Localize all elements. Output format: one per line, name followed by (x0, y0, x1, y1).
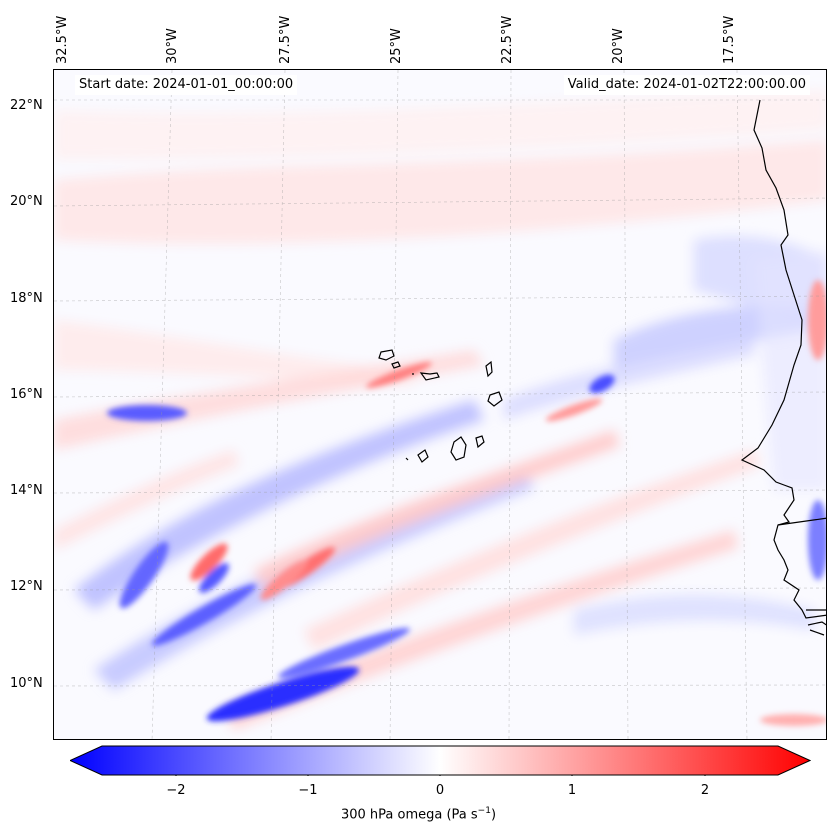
lat-label-16n: 16°N (10, 387, 43, 402)
lon-label-22-5w: 22.5°W (500, 15, 515, 64)
colorbar-tick-0: 0 (435, 783, 445, 798)
lon-label-27-5w: 27.5°W (278, 15, 293, 64)
lat-label-20n: 20°N (10, 194, 43, 209)
lon-label-20w: 20°W (611, 28, 626, 64)
lon-label-17-5w: 17.5°W (722, 15, 737, 64)
lon-label-25w: 25°W (389, 28, 404, 64)
start-date-label: Start date: 2024-01-01_00:00:00 (75, 75, 298, 95)
colorbar-label-exponent: −1 (477, 806, 491, 816)
valid-date-label: Valid_date: 2024-01-02T22:00:00.00 (563, 75, 810, 95)
coastline (378, 99, 826, 636)
colorbar-tick-2: 2 (700, 783, 710, 798)
colorbar-tick-neg1: −1 (298, 783, 318, 798)
colorbar-tick-marks (175, 775, 706, 776)
omega-field-shading (54, 90, 826, 730)
omega-extremes (107, 280, 826, 726)
colorbar-label-text: 300 hPa omega (Pa s (340, 807, 478, 823)
colorbar-label-close: ) (490, 807, 497, 823)
lat-label-10n: 10°N (10, 676, 43, 691)
lat-label-22n: 22°N (10, 98, 43, 113)
map-panel: Start date: 2024-01-01_00:00:00 Valid_da… (53, 69, 827, 740)
graticule (54, 70, 826, 739)
lon-label-30w: 30°W (165, 28, 180, 64)
lat-label-12n: 12°N (10, 579, 43, 594)
lat-label-18n: 18°N (10, 291, 43, 306)
omega-field-map (54, 70, 826, 739)
colorbar-gradient (70, 745, 811, 776)
lon-label-32-5w: 32.5°W (55, 15, 70, 64)
lat-label-14n: 14°N (10, 483, 43, 498)
colorbar-tick-1: 1 (567, 783, 577, 798)
colorbar-label: 300 hPa omega (Pa s−1) (0, 806, 837, 822)
colorbar-tick-neg2: −2 (166, 783, 186, 798)
colorbar (70, 745, 811, 776)
